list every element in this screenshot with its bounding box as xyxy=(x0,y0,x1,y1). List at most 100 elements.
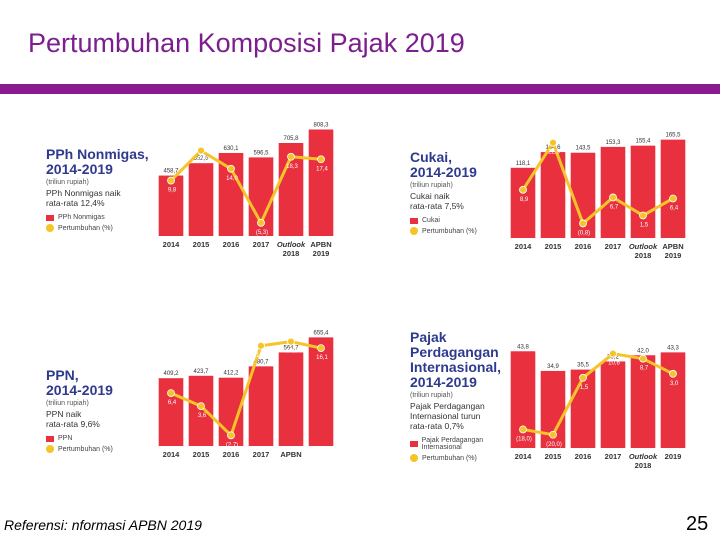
panel-note-line: Cukai naik xyxy=(410,191,450,201)
bar-value-label: 118,1 xyxy=(516,161,531,167)
bar-value-label: 423,7 xyxy=(193,369,209,375)
bar-value-label: 564,7 xyxy=(283,345,299,351)
bar-value-label: 34,9 xyxy=(547,364,559,370)
bar-4 xyxy=(278,352,304,446)
panel-note-line: PPN naik xyxy=(46,409,82,419)
growth-value-label: 17,5 xyxy=(286,349,298,355)
growth-point xyxy=(227,164,235,173)
panel-pajak-perdagangan-internasional: Pajak Perdagangan Internasional, 2014-20… xyxy=(410,330,520,462)
growth-point xyxy=(639,211,647,220)
growth-point xyxy=(549,138,557,147)
bar-5 xyxy=(308,337,334,446)
legend-label: PPN xyxy=(58,435,73,442)
chart-pph-nonmigas: 458,7 552,6 630,1 596,5 705,8 808,3 9,8 20,5 14,… xyxy=(158,122,334,258)
category-label: 2018 xyxy=(635,461,652,470)
footer-reference: Referensi: nformasi APBN 2019 xyxy=(4,517,202,533)
growth-point xyxy=(227,431,235,440)
category-label: 2017 xyxy=(605,242,622,251)
panel-title-line: 2014-2019 xyxy=(410,164,477,180)
bar-4 xyxy=(630,145,656,238)
growth-value-label: 16,6 xyxy=(256,353,268,359)
legend-label: Pajak Perdagangan Internasional xyxy=(421,437,484,451)
legend-bar-swatch xyxy=(46,435,54,442)
category-label: 2016 xyxy=(223,240,240,249)
legend-bar-swatch xyxy=(46,214,54,221)
bar-value-label: 458,7 xyxy=(163,169,179,175)
growth-point xyxy=(197,146,205,155)
growth-value-label: 6,4 xyxy=(670,205,679,211)
legend-label: Pertumbuhan (%) xyxy=(58,224,113,232)
panel-note: PPN naik rata-rata 9,6% xyxy=(46,409,161,429)
panel-title: Pajak Perdagangan Internasional, 2014-20… xyxy=(410,330,520,390)
growth-point xyxy=(287,337,295,346)
panel-note-line: PPh Nonmigas naik xyxy=(46,188,121,198)
category-label: APBN xyxy=(662,242,683,251)
growth-value-label: 3,6 xyxy=(198,413,207,419)
category-label: 2017 xyxy=(253,240,270,249)
growth-point xyxy=(519,425,527,434)
growth-point xyxy=(167,389,175,398)
bar-2 xyxy=(570,369,596,448)
bar-4 xyxy=(630,355,656,448)
bar-0 xyxy=(158,378,184,446)
panel-unit: (triliun rupiah) xyxy=(46,179,89,186)
growth-value-label: 8,9 xyxy=(520,197,529,203)
growth-value-label: 6,7 xyxy=(610,204,619,210)
panel-title-line: Perdagangan xyxy=(410,344,499,360)
bar-value-label: 144,6 xyxy=(545,145,561,151)
bar-value-label: 596,5 xyxy=(253,150,269,156)
category-label: 2019 xyxy=(665,452,682,461)
category-label: 2014 xyxy=(515,452,533,461)
bar-0 xyxy=(510,351,536,448)
legend-line-swatch xyxy=(410,454,418,462)
legend: Cukai Pertumbuhan (%) xyxy=(410,217,520,235)
growth-point xyxy=(257,218,265,227)
bar-value-label: 808,3 xyxy=(313,122,329,128)
category-label: 2014 xyxy=(163,450,181,459)
growth-value-label: 3,0 xyxy=(670,381,679,387)
chart-ppn: 409,2 423,7 412,2 480,7 564,7 655,4 6,4 3,6 (2,7… xyxy=(158,330,334,459)
panel-cukai: Cukai, 2014-2019 (triliun rupiah) Cukai … xyxy=(410,150,520,235)
panel-note: Pajak Perdagangan Internasional turun ra… xyxy=(410,401,520,431)
panel-title-line: PPh Nonmigas, xyxy=(46,146,149,162)
growth-line xyxy=(170,340,322,439)
growth-value-label: 9,8 xyxy=(168,188,177,194)
panel-title-line: Cukai, xyxy=(410,149,453,165)
legend-item-line: Pertumbuhan (%) xyxy=(410,227,520,235)
panel-title: PPh Nonmigas, 2014-2019 xyxy=(46,147,166,177)
panel-title-line: PPN, xyxy=(46,367,79,383)
category-label: 2019 xyxy=(313,249,330,258)
bar-3 xyxy=(248,366,274,446)
growth-value-label: (18,0) xyxy=(516,436,532,442)
category-label: 2019 xyxy=(665,251,682,260)
bar-value-label: 705,8 xyxy=(283,136,299,142)
panel-note: PPh Nonmigas naik rata-rata 12,4% xyxy=(46,188,166,208)
bar-value-label: 480,7 xyxy=(253,359,269,365)
growth-value-label: (0,8) xyxy=(578,230,590,236)
bar-value-label: 165,5 xyxy=(665,133,681,139)
bar-value-label: 409,2 xyxy=(163,371,179,377)
growth-value-label: 20,5 xyxy=(196,158,208,164)
growth-line xyxy=(522,352,674,437)
category-label: 2017 xyxy=(605,452,622,461)
growth-point xyxy=(197,402,205,410)
growth-line xyxy=(169,148,322,227)
bar-3 xyxy=(600,361,626,448)
legend-item-bar: PPh Nonmigas xyxy=(46,214,166,221)
legend: Pajak Perdagangan Internasional Pertumbu… xyxy=(410,437,520,462)
panel-note-line: rata-rata 12,4% xyxy=(46,198,105,208)
growth-point xyxy=(317,344,325,352)
growth-point xyxy=(519,185,527,194)
legend-bar-swatch xyxy=(410,441,418,447)
bar-5 xyxy=(308,129,334,236)
growth-value-label: (5,3) xyxy=(256,230,268,236)
legend-item-bar: Cukai xyxy=(410,217,520,224)
bar-3 xyxy=(600,146,626,238)
chart-pajak-perdagangan-internasional: 43,834,935,539,242,043,3(18,0)(20,0)1,51… xyxy=(510,344,686,470)
panel-note-line: rata-rata 9,6% xyxy=(46,419,100,429)
panel-unit: (triliun rupiah) xyxy=(410,392,453,399)
growth-value-label: (2,7) xyxy=(226,442,238,448)
growth-value-label: 18,3 xyxy=(286,164,298,170)
category-label: 2015 xyxy=(545,452,562,461)
bar-0 xyxy=(158,175,184,236)
